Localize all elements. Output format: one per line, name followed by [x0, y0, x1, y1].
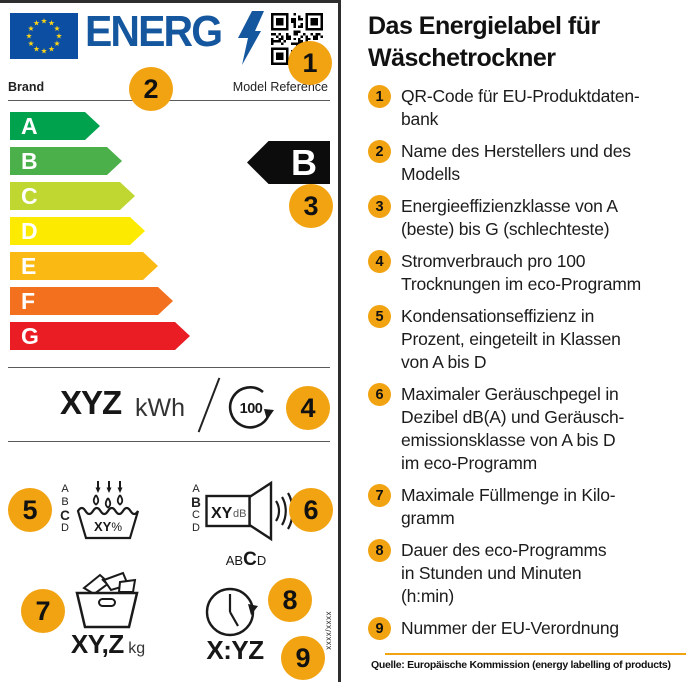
legend-number-badge: 3 [368, 195, 391, 218]
svg-text:★: ★ [54, 24, 61, 33]
energy-class-arrow-C: C [10, 182, 135, 210]
legend-text: Dauer des eco-Programms in Stunden und M… [401, 540, 607, 606]
legend-number-badge: 4 [368, 250, 391, 273]
speaker-icon: XY dB [205, 480, 294, 547]
energy-class-arrow-B: B [10, 147, 122, 175]
legend-item-8: 8 Dauer des eco-Programms in Stunden und… [368, 539, 678, 608]
callout-1: 1 [288, 41, 332, 85]
svg-text:★: ★ [26, 32, 33, 41]
energy-class-arrow-F: F [10, 287, 173, 315]
regulation-number: xxxx/xxxx [324, 611, 333, 650]
duration-value: X:YZ [206, 635, 264, 665]
svg-text:★: ★ [33, 19, 40, 28]
energy-label: ★ ★ ★ ★ ★ ★ ★ ★ ★ ★ ★ ★ ENERG B [0, 0, 341, 682]
clock-icon [202, 579, 264, 646]
svg-text:★: ★ [28, 39, 35, 48]
eu-flag-icon: ★ ★ ★ ★ ★ ★ ★ ★ ★ ★ ★ ★ [10, 13, 78, 59]
svg-text:★: ★ [56, 32, 63, 41]
per-slash [197, 377, 221, 433]
legend-number-badge: 2 [368, 140, 391, 163]
legend-number-badge: 1 [368, 85, 391, 108]
callout-5: 5 [8, 488, 52, 532]
legend-text: Energieeffizienzklasse von A (beste) bis… [401, 196, 618, 239]
svg-text:XY%: XY% [94, 519, 122, 534]
energy-class-arrow-A: A [10, 112, 100, 140]
brand-placeholder: Brand [8, 80, 45, 94]
callout-7: 7 [21, 589, 65, 633]
legend-text: Maximaler Geräuschpegel in Dezibel dB(A)… [401, 384, 625, 473]
source-credit: Quelle: Europäische Kommission (energy l… [371, 659, 671, 671]
callout-3: 3 [289, 184, 333, 228]
consumption-value: XYZ [60, 384, 122, 421]
legend-text: Name des Herstellers und des Modells [401, 141, 631, 184]
svg-text:★: ★ [41, 47, 48, 56]
svg-text:★: ★ [54, 39, 61, 48]
legend-text: Maximale Füllmenge in Kilo- gramm [401, 485, 616, 528]
svg-text:★: ★ [48, 45, 55, 54]
energy-class-arrow-E: E [10, 252, 158, 280]
per-100-cycles-icon: 100 [226, 381, 280, 440]
page-title: Das Energielabel für Wäschetrockner [368, 12, 600, 72]
legend-item-9: 9 Nummer der EU-Verordnung [368, 617, 678, 640]
legend-number-badge: 8 [368, 539, 391, 562]
rated-class-letter: B [291, 141, 317, 183]
legend-number-badge: 6 [368, 383, 391, 406]
svg-text:★: ★ [48, 19, 55, 28]
noise-class-label: ABCD [225, 549, 267, 570]
source-divider [385, 653, 686, 655]
lightning-bolt-icon [238, 11, 264, 70]
callout-6: 6 [289, 488, 333, 532]
callout-2: 2 [129, 67, 173, 111]
callout-4: 4 [286, 386, 330, 430]
svg-text:★: ★ [33, 45, 40, 54]
legend-item-1: 1 QR-Code für EU-Produktdaten- bank [368, 85, 678, 131]
legend-text: Nummer der EU-Verordnung [401, 618, 619, 638]
legend-item-2: 2 Name des Herstellers und des Modells [368, 140, 678, 186]
svg-text:★: ★ [41, 17, 48, 26]
legend-panel: Das Energielabel für Wäschetrockner 1 QR… [365, 0, 686, 682]
divider [8, 441, 330, 442]
legend-text: Kondensationseffizienz in Prozent, einge… [401, 306, 621, 372]
callout-9: 9 [281, 636, 325, 680]
rated-class-arrow: B [247, 141, 330, 184]
svg-text:100: 100 [240, 401, 263, 417]
capacity-value: XY,Z kg [70, 629, 146, 659]
legend-item-3: 3 Energieeffizienzklasse von A (beste) b… [368, 195, 678, 241]
divider [8, 367, 330, 368]
eu-flag-stars: ★ ★★★★★★★★★★★ [26, 17, 63, 56]
consumption-unit: kWh [135, 394, 185, 422]
svg-text:XY: XY [211, 505, 233, 522]
legend-number-badge: 7 [368, 484, 391, 507]
legend-item-6: 6 Maximaler Geräuschpegel in Dezibel dB(… [368, 383, 678, 475]
svg-text:dB: dB [233, 508, 246, 520]
legend-number-badge: 9 [368, 617, 391, 640]
svg-text:★: ★ [28, 24, 35, 33]
laundry-basket-icon [71, 571, 143, 634]
energy-class-arrow-D: D [10, 217, 145, 245]
legend-text: QR-Code für EU-Produktdaten- bank [401, 86, 640, 129]
energ-logo-text: ENERG [85, 7, 223, 56]
condensation-icon: XY% [76, 480, 140, 547]
callout-8: 8 [268, 578, 312, 622]
legend-number-badge: 5 [368, 305, 391, 328]
energy-class-arrow-G: G [10, 322, 190, 350]
legend-text: Stromverbrauch pro 100 Trocknungen im ec… [401, 251, 642, 294]
legend-item-4: 4 Stromverbrauch pro 100 Trocknungen im … [368, 250, 678, 296]
legend-item-5: 5 Kondensationseffizienz in Prozent, ein… [368, 305, 678, 374]
legend-item-7: 7 Maximale Füllmenge in Kilo- gramm [368, 484, 678, 530]
